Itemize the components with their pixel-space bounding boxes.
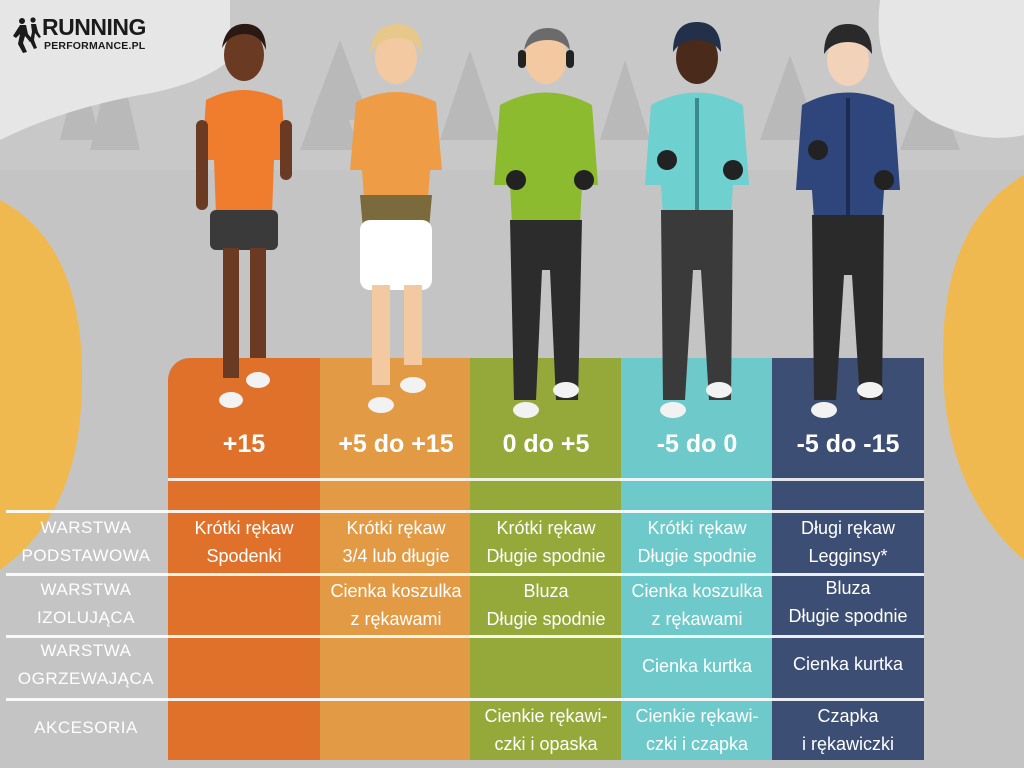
temp-header: +15 [222, 430, 266, 458]
logo-subtitle: PERFORMANCE.PL [44, 40, 146, 52]
cell-accessories: Cienkie rękawi-czki i czapka [635, 706, 759, 754]
column-temp-hot [168, 358, 320, 760]
temp-header: 0 do +5 [502, 430, 590, 458]
cell-accessories: Czapka i rękawiczki [801, 706, 894, 754]
row-label-accessories: AKCESORIA [34, 718, 138, 737]
runner-winter-icon [796, 24, 900, 418]
cell-insulating: Bluza Długie spodnie [486, 581, 606, 629]
row-divider [6, 510, 924, 513]
runner-shorts-icon [196, 23, 292, 408]
row-divider [6, 635, 924, 638]
row-label-warming: WARSTWA OGRZEWAJĄCA [17, 641, 155, 688]
runner-jacket-icon [645, 22, 749, 418]
cell-base: Długi rękaw Legginsy* [800, 518, 896, 566]
temp-header: -5 do 0 [656, 430, 738, 458]
cell-warming: Cienka kurtka [792, 654, 904, 674]
cell-base: Krótki rękaw Spodenki [194, 518, 294, 566]
row-divider [6, 698, 924, 701]
cell-insulating: Cienka koszulka z rękawami [631, 581, 763, 629]
divider [168, 478, 924, 481]
cell-insulating: Bluza Długie spodnie [788, 578, 908, 626]
temp-header: -5 do -15 [796, 430, 900, 458]
cell-accessories: Cienkie rękawi-czki i opaska [484, 706, 608, 754]
temp-header: +5 do +15 [338, 430, 454, 458]
cell-insulating: Cienka koszulka z rękawami [330, 581, 462, 629]
column-temp-warm [320, 358, 472, 760]
runners-logo-icon [13, 17, 41, 53]
cell-base: Krótki rękaw Długie spodnie [486, 518, 606, 566]
runner-three-quarter-icon [350, 24, 442, 413]
row-divider [6, 573, 924, 576]
row-label-insulating: WARSTWA IZOLUJĄCA [36, 580, 136, 627]
logo: RUNNING PERFORMANCE.PL [12, 12, 182, 56]
column-temp-cool [621, 358, 773, 760]
column-temp-mild [470, 358, 622, 760]
cell-base: Krótki rękaw Długie spodnie [637, 518, 757, 566]
column-temp-cold [772, 358, 924, 760]
logo-title: RUNNING [42, 14, 146, 40]
cell-warming: Cienka kurtka [641, 656, 753, 676]
cell-base: Krótki rękaw 3/4 lub długie [342, 518, 450, 566]
runner-hoodie-icon [494, 28, 598, 418]
row-label-base: WARSTWA PODSTAWOWA [21, 518, 151, 565]
